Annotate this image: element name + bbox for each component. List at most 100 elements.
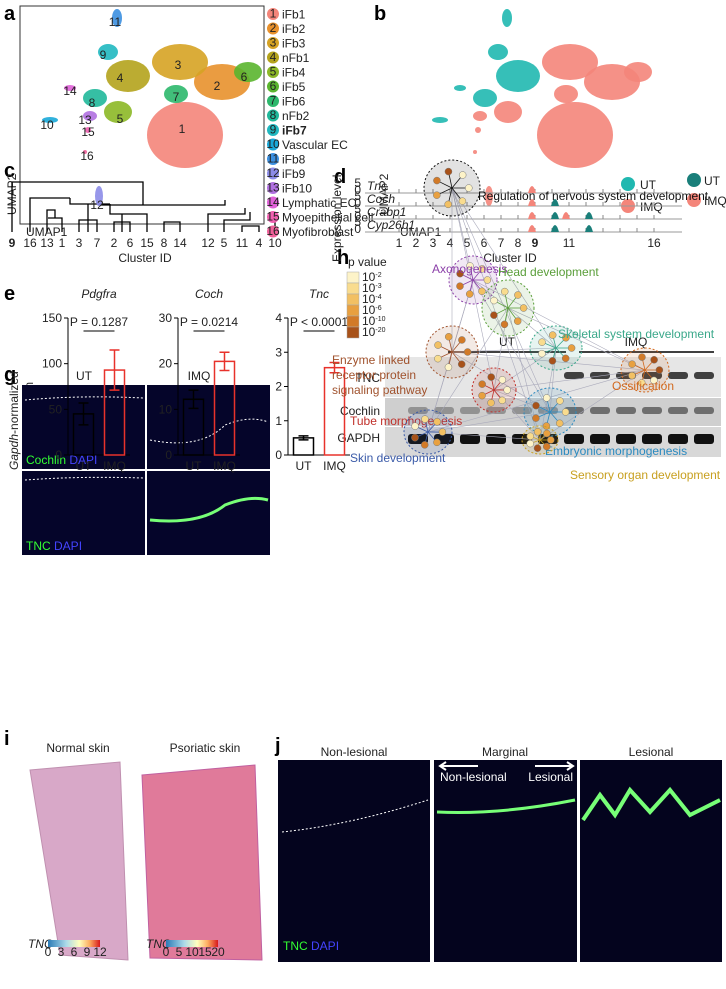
- network-node: [637, 379, 646, 387]
- row-tick: 0: [354, 222, 361, 236]
- network-node: [433, 191, 441, 199]
- legend-label: 10-10: [362, 314, 386, 328]
- network-node: [456, 282, 464, 290]
- error-bar: [219, 351, 230, 372]
- legend-swatch: [346, 293, 360, 306]
- legend-number: 13: [266, 181, 280, 195]
- network-node: [548, 331, 557, 339]
- network-node: [503, 386, 511, 394]
- network-node: [532, 401, 540, 410]
- error-bar: [109, 349, 120, 391]
- network-edge: [427, 411, 551, 433]
- stain-label: Cochlin DAPI: [26, 453, 97, 467]
- panel-label: a: [4, 3, 16, 25]
- y-tick-label: 4: [275, 311, 282, 325]
- legend-swatch: [687, 193, 701, 207]
- cluster-blob: [432, 117, 448, 123]
- micrograph: [22, 471, 145, 555]
- column-label: Lesional: [629, 745, 674, 759]
- cluster-blob: [98, 44, 118, 60]
- network-node: [561, 354, 570, 363]
- x-tick-label: IMQ: [323, 459, 346, 473]
- network-node: [561, 408, 570, 416]
- band: [434, 407, 454, 414]
- legend-base: 10: [362, 281, 376, 295]
- violin: [585, 225, 593, 232]
- cluster-blob: [83, 89, 107, 107]
- violin: [551, 212, 559, 219]
- network-node: [434, 341, 442, 349]
- legend-swatch: [267, 225, 279, 238]
- network-node: [444, 167, 453, 176]
- legend-exp: -20: [375, 327, 385, 334]
- band: [460, 407, 480, 414]
- legend-swatch: [267, 153, 279, 165]
- legend-number: 3: [270, 36, 277, 50]
- micrograph: [434, 760, 577, 962]
- legend-label: Myofibroblast: [282, 225, 354, 239]
- band: [616, 407, 636, 414]
- legend-swatch: [687, 173, 701, 187]
- violin: [528, 199, 536, 206]
- x-tick-label: 9: [532, 236, 539, 250]
- network-node: [532, 414, 540, 422]
- x-tick-label: IMQ: [103, 459, 126, 473]
- legend-number: 10: [266, 137, 280, 151]
- scale-label: 20: [211, 945, 225, 959]
- x-tick-label: 4: [447, 236, 454, 250]
- legend-swatch: [346, 315, 360, 328]
- cluster-blob: [624, 62, 652, 82]
- leaf-label: 7: [94, 236, 101, 250]
- y-tick-label: 10: [159, 402, 173, 416]
- y-tick-label: 20: [159, 357, 173, 371]
- row-tick: 5: [354, 215, 361, 229]
- band-label: Cochlin: [340, 404, 380, 418]
- cluster-blob: [83, 111, 97, 121]
- violin: [562, 212, 570, 219]
- legend-swatch: [346, 282, 360, 295]
- cluster-number: 9: [100, 48, 107, 62]
- network-edge: [493, 369, 646, 391]
- term-label: Ossification: [612, 379, 674, 393]
- band: [564, 434, 584, 444]
- legend-label: IMQ: [704, 194, 726, 208]
- scale-label: 6: [71, 945, 78, 959]
- network-node: [650, 356, 658, 364]
- x-tick-label: 11: [563, 236, 576, 250]
- x-tick-label: 7: [498, 236, 505, 250]
- leaf-label: 5: [221, 236, 228, 250]
- band: [460, 434, 480, 444]
- network-node: [478, 391, 486, 400]
- error-bar: [78, 402, 89, 426]
- band: [668, 372, 688, 379]
- leaf-label: 16: [23, 236, 37, 250]
- network-node: [628, 360, 636, 368]
- legend-number: 6: [270, 79, 277, 93]
- leaf-label: 2: [111, 236, 118, 250]
- scale-label: 0: [163, 945, 170, 959]
- band: [564, 372, 584, 379]
- axis-label: Gapdh-normalized: [7, 371, 21, 470]
- legend-exp: -2: [375, 272, 381, 279]
- legend-base: 10: [362, 314, 376, 328]
- network-node: [434, 354, 442, 363]
- violin: [585, 212, 593, 219]
- axis-label-text: -normalized: [7, 371, 21, 434]
- network-node: [533, 444, 542, 452]
- term-label: Embryonic morphogenesis: [545, 444, 687, 458]
- legend-label: 10-2: [362, 270, 382, 284]
- network-node: [483, 276, 492, 284]
- gene-label: TNC: [28, 937, 53, 951]
- leaf-label: 6: [127, 236, 134, 250]
- network-node: [411, 433, 419, 442]
- axis-label: Cluster ID: [483, 251, 537, 265]
- network-node: [420, 441, 429, 449]
- boundary: [24, 476, 144, 481]
- x-tick-label: 16: [647, 236, 661, 250]
- stain: DAPI: [54, 539, 82, 553]
- y-tick-label: 0: [55, 448, 62, 462]
- x-tick-label: UT: [296, 459, 313, 473]
- scale-label: 5: [176, 945, 183, 959]
- sample-label: Normal skin: [46, 741, 109, 755]
